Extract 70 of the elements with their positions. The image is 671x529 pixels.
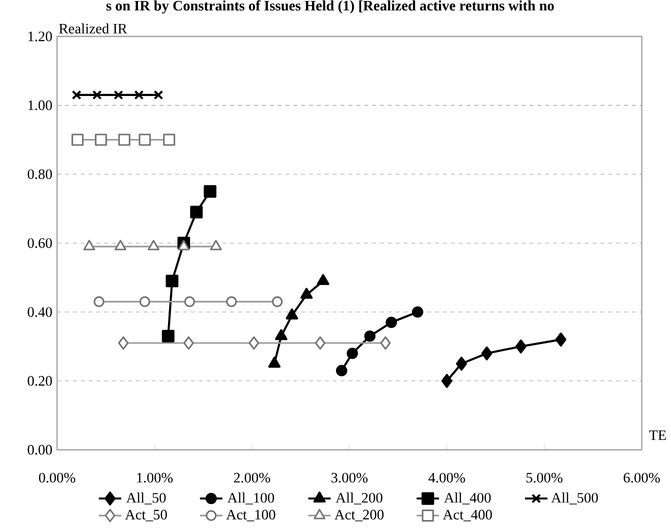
x-tick-label: 5.00% (526, 473, 562, 483)
y-tick-label: 0.40 (28, 307, 52, 318)
point (83, 240, 96, 251)
point (94, 296, 104, 308)
point (380, 336, 391, 350)
point (118, 336, 129, 350)
legend-label: All_200 (336, 492, 382, 505)
y-axis-title: Realized IR (59, 24, 128, 34)
y-tick-label: 1.20 (28, 32, 52, 42)
point (314, 336, 326, 350)
point (72, 90, 82, 100)
point (148, 240, 160, 251)
legend-label: All_500 (551, 492, 598, 505)
point (94, 134, 107, 146)
x-tick-label: 0.00% (39, 473, 76, 483)
y-tick-label: 0.20 (28, 376, 52, 386)
point (92, 90, 102, 100)
point (204, 185, 216, 198)
point (275, 329, 288, 340)
point (316, 274, 330, 286)
y-tick-label: 0.60 (28, 238, 52, 248)
x-tick-label: 3.00% (331, 473, 368, 483)
point (226, 296, 237, 308)
legend-label: All_400 (444, 492, 491, 505)
point (154, 90, 164, 100)
legend-label: Act_400 (442, 510, 492, 522)
point (248, 336, 260, 350)
point (346, 348, 358, 360)
point (162, 330, 174, 343)
point (134, 90, 144, 100)
y-tick-label: 1.00 (28, 100, 52, 110)
point (118, 134, 130, 146)
point (184, 296, 195, 308)
point (336, 365, 348, 376)
point (300, 288, 313, 300)
chart-title: s on IR by Constraints of Issues Held (1) [Realized active returns with no (106, 0, 554, 14)
point (139, 296, 150, 308)
point (114, 90, 124, 100)
y-tick-label: 0.00 (28, 445, 52, 455)
point (268, 356, 281, 368)
point (515, 340, 526, 354)
legend-label: Act_100 (226, 510, 276, 522)
point (441, 374, 452, 388)
point (183, 336, 194, 350)
point (210, 240, 222, 251)
point (190, 206, 203, 219)
point (163, 134, 176, 146)
x-tick-label: 6.00% (624, 473, 660, 483)
x-tick-label: 2.00% (234, 473, 270, 483)
point (166, 274, 178, 288)
legend-label: All_50 (126, 492, 166, 505)
point (364, 330, 376, 342)
point (178, 240, 190, 251)
x-axis-title: TE (649, 430, 666, 440)
x-tick-label: 1.00% (137, 473, 173, 483)
x-tick-label: 4.00% (428, 473, 465, 483)
point (114, 240, 126, 251)
point (456, 356, 467, 371)
point (272, 296, 283, 308)
point (72, 134, 84, 146)
point (138, 134, 151, 146)
legend-label: Act_200 (334, 510, 384, 522)
point (286, 308, 298, 320)
point (412, 306, 424, 318)
point (386, 316, 397, 328)
legend-label: All_100 (227, 492, 274, 505)
y-tick-label: 0.80 (28, 170, 52, 180)
point (481, 346, 492, 361)
legend-label: Act_50 (125, 510, 167, 522)
point (555, 332, 566, 347)
